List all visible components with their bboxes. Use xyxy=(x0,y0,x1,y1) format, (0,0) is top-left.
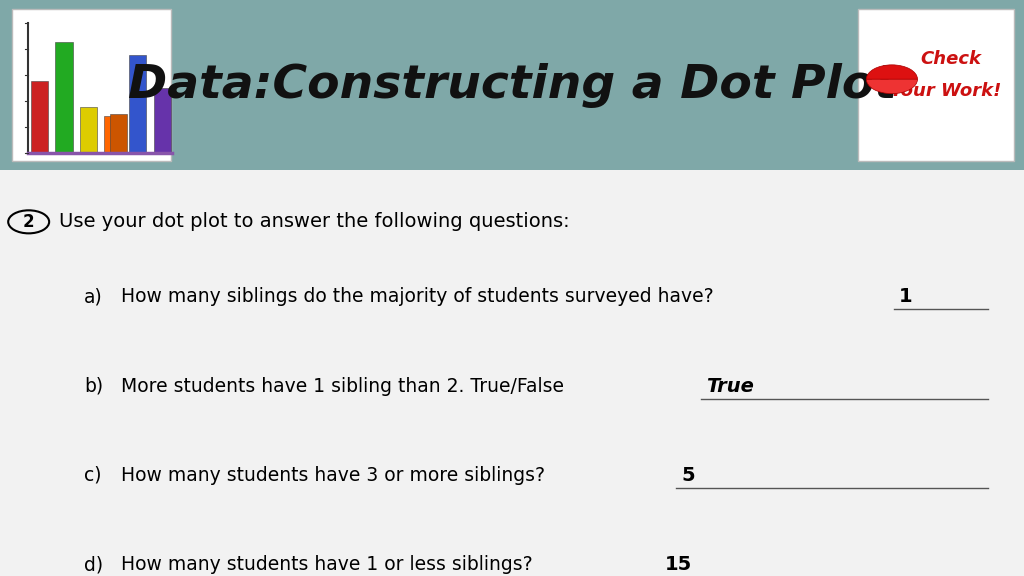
Bar xyxy=(110,114,127,153)
Text: c): c) xyxy=(84,466,101,485)
Text: Check: Check xyxy=(921,50,982,68)
Text: Your Work!: Your Work! xyxy=(891,82,1001,100)
Bar xyxy=(80,107,97,153)
Text: 2: 2 xyxy=(23,213,35,231)
Text: How many students have 1 or less siblings?: How many students have 1 or less sibling… xyxy=(121,555,532,574)
FancyBboxPatch shape xyxy=(0,0,1024,170)
Bar xyxy=(129,55,146,153)
FancyBboxPatch shape xyxy=(12,9,171,161)
Text: How many siblings do the majority of students surveyed have?: How many siblings do the majority of stu… xyxy=(121,287,714,306)
Text: a): a) xyxy=(84,287,102,306)
Bar xyxy=(154,88,171,153)
Wedge shape xyxy=(866,65,918,79)
FancyBboxPatch shape xyxy=(858,9,1014,161)
Text: Use your dot plot to answer the following questions:: Use your dot plot to answer the followin… xyxy=(59,213,570,232)
Text: 5: 5 xyxy=(681,466,695,485)
Bar xyxy=(31,81,48,153)
Text: 1: 1 xyxy=(899,287,912,306)
Wedge shape xyxy=(866,79,918,94)
Text: True: True xyxy=(706,377,754,396)
Text: 15: 15 xyxy=(666,555,692,574)
Text: d): d) xyxy=(84,555,103,574)
Text: How many students have 3 or more siblings?: How many students have 3 or more sibling… xyxy=(121,466,545,485)
Bar xyxy=(55,43,73,153)
Text: More students have 1 sibling than 2. True/False: More students have 1 sibling than 2. Tru… xyxy=(121,377,564,396)
Text: Data:Constructing a Dot Plot: Data:Constructing a Dot Plot xyxy=(128,63,896,108)
Text: b): b) xyxy=(84,377,103,396)
Bar xyxy=(104,116,122,153)
